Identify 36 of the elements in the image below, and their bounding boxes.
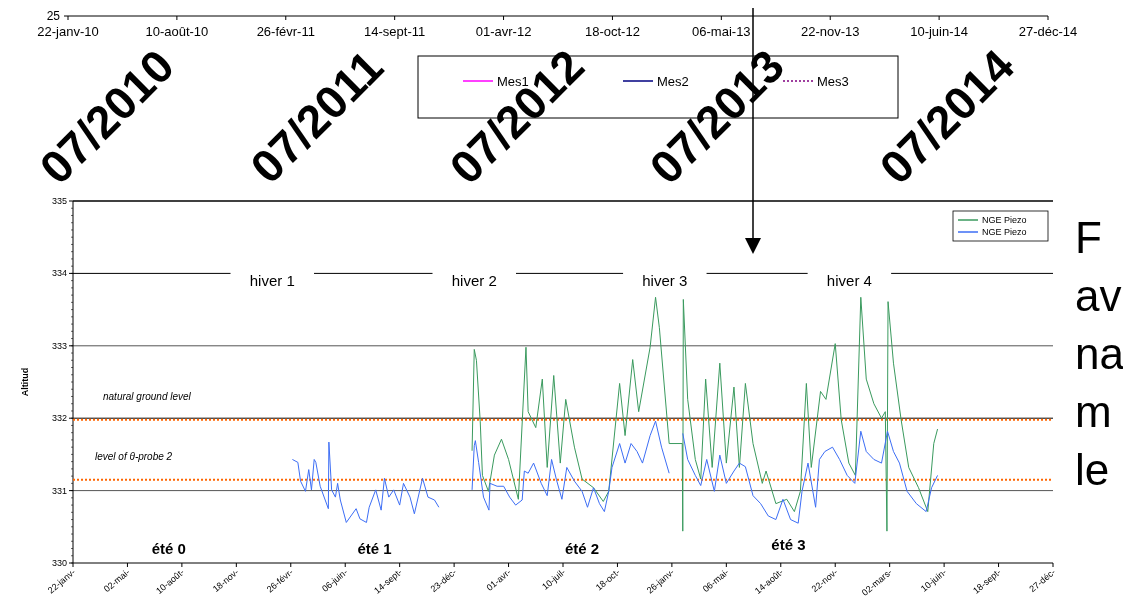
ref-line-label: level of θ-probe 2	[95, 450, 173, 462]
annotation: été 1	[357, 539, 392, 557]
annotation: été 3	[771, 535, 806, 553]
annotation: hiver 1	[249, 271, 295, 289]
y-tick-label: 330	[51, 558, 67, 568]
y-tick-label: 333	[51, 340, 67, 351]
text: 10-juin-14	[910, 24, 969, 39]
y-tick-label: 335	[51, 196, 67, 206]
text: 26-févr-11	[256, 24, 315, 39]
y-tick-label: 331	[51, 485, 67, 496]
annotation: hiver 4	[826, 271, 872, 289]
annotation: hiver 3	[642, 271, 688, 289]
text: 14-sept-11	[364, 24, 426, 39]
text: 22-janv-10	[37, 24, 99, 39]
annotation: été 2	[564, 539, 600, 557]
annotation: été 0	[151, 539, 186, 557]
text: 18-oct-12	[584, 24, 640, 39]
text: 01-avr-12	[475, 24, 532, 39]
legend-label: NGE Piezo	[982, 227, 1027, 237]
legend-label: Mes3	[817, 74, 849, 89]
text: 10-août-10	[145, 24, 209, 39]
ref-line-label: natural ground level	[103, 390, 192, 402]
legend-label: NGE Piezo	[982, 215, 1027, 225]
line-series	[471, 296, 939, 532]
y-tick-label: 332	[51, 413, 67, 424]
text: 25	[46, 9, 61, 23]
y-axis-title: Altitud	[20, 367, 30, 397]
text: av	[1075, 271, 1122, 320]
text: 06-mai-13	[692, 24, 751, 39]
annotation: hiver 2	[451, 271, 497, 289]
y-tick-label: 334	[51, 268, 67, 279]
text: le	[1075, 445, 1110, 494]
text: m	[1075, 387, 1112, 436]
text: F	[1075, 213, 1102, 262]
text: 27-déc-14	[1018, 24, 1078, 39]
text: 22-nov-13	[800, 24, 860, 39]
